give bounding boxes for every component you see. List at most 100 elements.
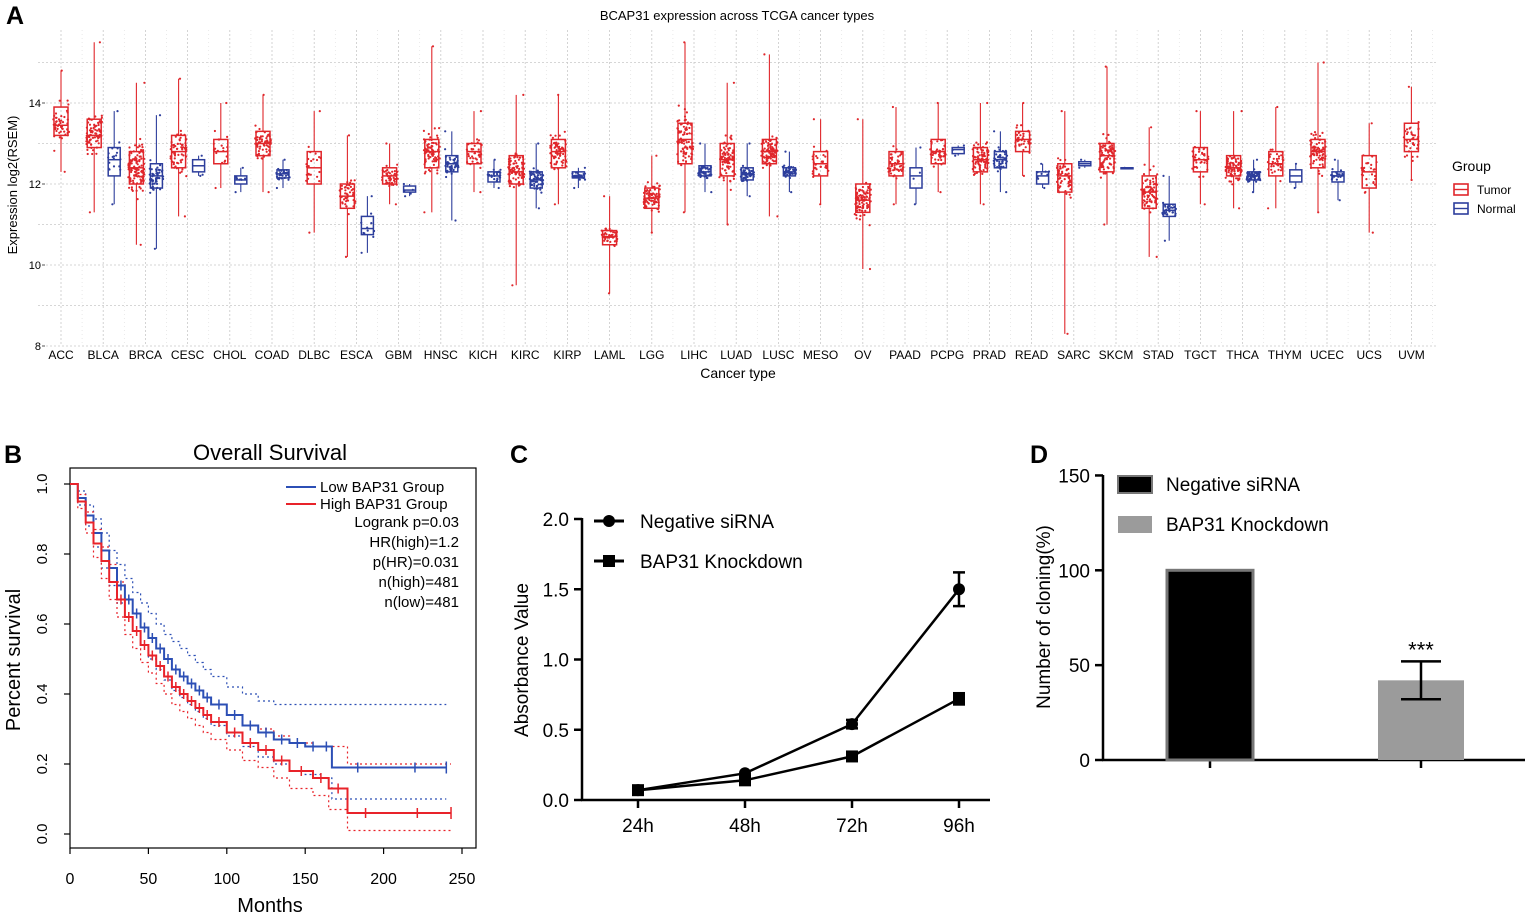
panel-a-point-tumor-tgct — [1195, 165, 1198, 169]
panel-a-point-tumor-read — [1020, 143, 1023, 146]
panel-a-title: BCAP31 expression across TCGA cancer typ… — [600, 8, 875, 23]
panel-a-point-tumor-dlbc — [308, 231, 311, 234]
panel-a-point-tumor-prad — [981, 172, 984, 175]
panel-a-point-tumor-luad — [721, 163, 725, 166]
panel-a-point-tumor-ucec — [1312, 134, 1315, 137]
panel-a-point-tumor-hnsc — [427, 168, 431, 172]
panel-a-point-tumor-meso — [817, 173, 821, 176]
panel-a-point-normal-pcpg — [954, 154, 957, 157]
panel-a-x-tick-label-stad: STAD — [1143, 348, 1174, 362]
panel-a-point-normal-kirc — [537, 142, 540, 145]
panel-a-point-tumor-skcm — [1111, 144, 1114, 147]
panel-a-point-tumor-prad — [980, 151, 983, 154]
panel-a-point-normal-kirc — [536, 176, 539, 180]
panel-b-letter: B — [4, 441, 22, 469]
panel-a-point-tumor-cesc — [181, 168, 184, 171]
panel-c-x-tick-label-24h: 24h — [622, 816, 654, 837]
panel-a-point-normal-paad — [919, 146, 922, 149]
panel-a-point-tumor-lihc — [684, 160, 688, 163]
panel-a-point-tumor-acc — [57, 118, 61, 121]
panel-a-point-normal-esca — [362, 231, 365, 235]
panel-a-point-tumor-thca — [1230, 180, 1233, 183]
panel-a-point-tumor-coad — [263, 144, 266, 147]
panel-a-point-tumor-sarc — [1068, 193, 1071, 196]
panel-a-point-tumor-thym — [1279, 165, 1282, 169]
panel-a-point-normal-kirc — [533, 173, 536, 176]
panel-c-x-tick-label-96h: 96h — [943, 816, 975, 837]
panel-a-point-tumor-brca — [139, 187, 142, 190]
panel-a-point-normal-coad — [281, 174, 284, 177]
panel-a-point-tumor-pcpg — [939, 191, 942, 194]
panel-a-point-tumor-luad — [723, 169, 727, 172]
panel-a-point-normal-esca — [370, 222, 373, 225]
panel-a-point-tumor-paad — [892, 145, 895, 148]
panel-a-point-tumor-kirc — [514, 159, 517, 163]
panel-a-x-tick-label-ucs: UCS — [1357, 348, 1382, 362]
panel-a-point-normal-thca — [1256, 173, 1259, 176]
panel-a-point-tumor-kirc — [511, 284, 514, 287]
panel-b-x-tick-label: 250 — [449, 871, 476, 888]
panel-a-x-tick-label-skcm: SKCM — [1099, 348, 1134, 362]
panel-a-x-tick-label-ucec: UCEC — [1310, 348, 1344, 362]
panel-a-point-tumor-ucec — [1322, 61, 1325, 64]
panel-a-point-normal-prad — [996, 170, 1000, 173]
panel-a-point-tumor-cesc — [181, 143, 184, 146]
panel-a-point-tumor-skcm — [1108, 162, 1111, 165]
panel-a-point-normal-chol — [235, 177, 238, 180]
panel-a-grid — [38, 30, 1438, 347]
box-normal-kirp — [571, 171, 586, 179]
panel-a-point-tumor-thym — [1270, 168, 1273, 171]
panel-a-point-normal-kirc — [534, 180, 538, 183]
box-tumor-ucec — [1310, 138, 1326, 169]
panel-a-point-tumor-brca — [134, 173, 138, 176]
panel-a-point-tumor-lgg — [646, 192, 649, 195]
panel-a-point-tumor-stad — [1153, 186, 1156, 189]
panel-c-legend: Negative siRNA BAP31 Knockdown — [594, 512, 803, 573]
panel-a-point-tumor-sarc — [1059, 158, 1062, 162]
panel-a-x-tick-label-paad: PAAD — [889, 348, 921, 362]
panel-a-point-tumor-kirc — [517, 158, 521, 161]
panel-a-point-tumor-luad — [729, 154, 732, 157]
panel-a-point-tumor-tgct — [1194, 153, 1197, 156]
panel-a-point-tumor-lgg — [656, 195, 659, 198]
ci-lower-low — [70, 483, 447, 800]
panel-a-point-normal-lihc — [704, 167, 707, 170]
panel-b-x-label: Months — [237, 895, 303, 915]
panel-a-point-tumor-chol — [213, 129, 216, 133]
panel-a-point-tumor-ucs — [1364, 190, 1367, 194]
panel-a-point-tumor-kich — [477, 139, 481, 142]
panel-a-point-tumor-lusc — [771, 156, 774, 159]
panel-a-point-tumor-ov — [858, 202, 861, 206]
panel-a-point-tumor-sarc — [1062, 164, 1065, 168]
panel-a-point-tumor-dlbc — [314, 152, 317, 155]
panel-a-point-tumor-ucec — [1314, 137, 1317, 140]
panel-a-point-tumor-kirc — [512, 186, 516, 189]
panel-a-point-normal-gbm — [409, 192, 412, 195]
panel-a-point-tumor-lusc — [769, 152, 773, 155]
panel-a-x-tick-label-kirp: KIRP — [553, 348, 581, 362]
panel-b-legend: Low BAP31 Group High BAP31 Group Logrank… — [286, 479, 459, 611]
panel-a-point-tumor-blca — [89, 127, 93, 130]
panel-a-point-tumor-lgg — [646, 181, 650, 184]
panel-a-point-tumor-kirp — [562, 148, 565, 152]
panel-a-point-tumor-brca — [138, 175, 141, 178]
panel-a-point-tumor-coad — [256, 157, 259, 160]
panel-a-point-tumor-cesc — [182, 154, 185, 157]
panel-a-point-tumor-gbm — [394, 203, 397, 206]
panel-a-point-normal-luad — [748, 174, 751, 177]
panel-a-point-normal-blca — [116, 110, 119, 113]
panel-a-point-tumor-chol — [224, 159, 227, 162]
panel-d-legend: Negative siRNA BAP31 Knockdown — [1117, 475, 1329, 536]
panel-a-point-tumor-uvm — [1413, 134, 1416, 137]
panel-a-point-tumor-laml — [613, 240, 617, 243]
panel-a-point-tumor-luad — [727, 165, 730, 168]
panel-a-point-tumor-kich — [471, 155, 474, 158]
legend-negative-swatch — [1117, 475, 1153, 494]
panel-a-point-tumor-stad — [1147, 194, 1151, 197]
panel-a-y-tick-label: 14 — [29, 98, 41, 110]
panel-a-point-tumor-lusc — [767, 147, 770, 150]
panel-a-point-tumor-blca — [98, 130, 101, 133]
panel-a-x-tick-label-esca: ESCA — [340, 348, 373, 362]
panel-a-point-normal-cesc — [201, 173, 204, 176]
panel-a-point-normal-luad — [750, 169, 753, 173]
